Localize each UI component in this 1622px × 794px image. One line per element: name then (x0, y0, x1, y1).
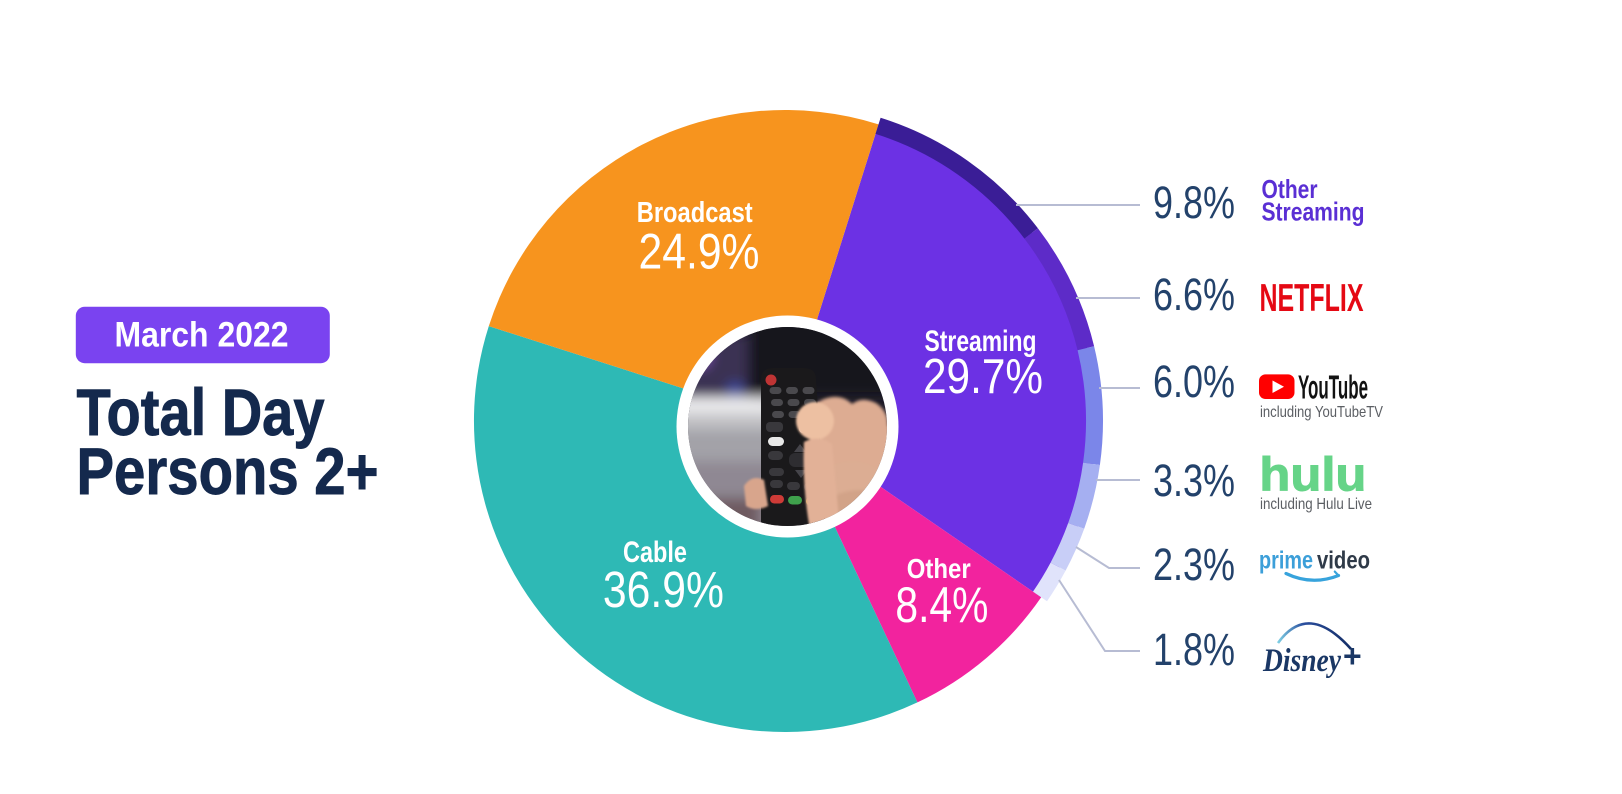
svg-text:Other: Other (1262, 174, 1318, 204)
svg-text:Persons 2+: Persons 2+ (77, 434, 379, 508)
svg-text:+: + (1343, 638, 1362, 674)
svg-text:6.6%: 6.6% (1153, 269, 1235, 320)
svg-text:hulu: hulu (1259, 448, 1366, 501)
svg-text:1.8%: 1.8% (1153, 624, 1235, 675)
svg-text:Streaming: Streaming (925, 325, 1037, 358)
svg-text:36.9%: 36.9% (603, 561, 724, 618)
svg-text:Streaming: Streaming (1262, 197, 1365, 227)
svg-text:prime: prime (1259, 547, 1313, 575)
svg-text:9.8%: 9.8% (1153, 177, 1235, 228)
svg-text:Disney: Disney (1262, 643, 1341, 679)
svg-text:Total Day: Total Day (77, 375, 325, 449)
svg-text:including Hulu Live: including Hulu Live (1260, 496, 1372, 513)
svg-text:2.3%: 2.3% (1153, 539, 1235, 590)
svg-text:29.7%: 29.7% (923, 350, 1043, 404)
svg-text:Broadcast: Broadcast (637, 197, 753, 229)
svg-text:Cable: Cable (623, 536, 687, 569)
svg-text:NETFLIX: NETFLIX (1260, 277, 1364, 320)
svg-text:3.3%: 3.3% (1153, 455, 1235, 506)
svg-text:Other: Other (907, 553, 971, 584)
svg-text:March 2022: March 2022 (115, 316, 289, 355)
svg-text:8.4%: 8.4% (895, 577, 988, 633)
svg-text:video: video (1317, 547, 1370, 575)
svg-text:YouTube: YouTube (1298, 369, 1368, 406)
svg-text:including YouTubeTV: including YouTubeTV (1260, 404, 1383, 421)
svg-text:24.9%: 24.9% (639, 224, 760, 280)
svg-text:6.0%: 6.0% (1153, 356, 1235, 407)
